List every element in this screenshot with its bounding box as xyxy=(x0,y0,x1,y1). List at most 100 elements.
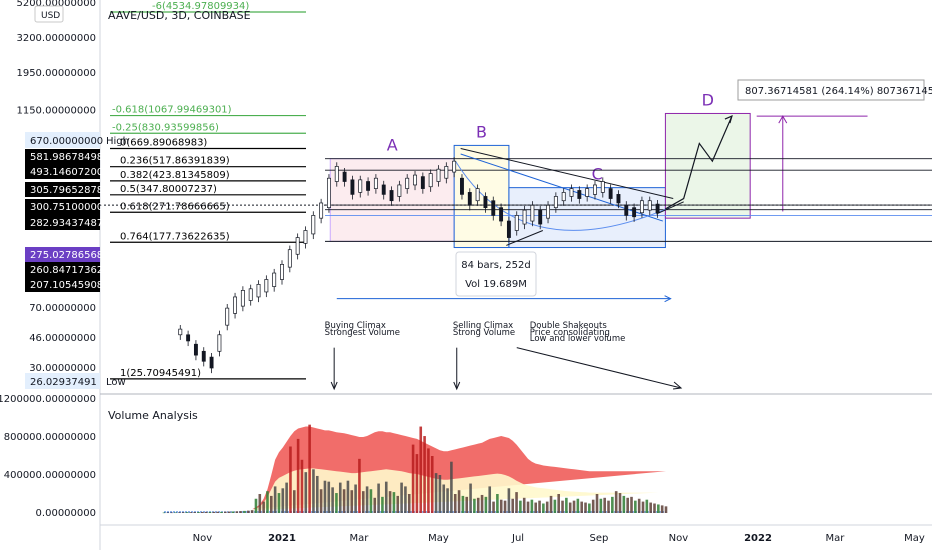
volume-bar xyxy=(193,512,196,513)
volume-bar xyxy=(358,458,361,513)
candle-body xyxy=(358,179,363,193)
volume-bar xyxy=(377,483,380,513)
candle-body xyxy=(483,196,488,209)
volume-bar xyxy=(591,499,595,513)
candle-body xyxy=(326,177,331,209)
volume-bar xyxy=(247,510,250,513)
volume-bar xyxy=(522,497,526,513)
volume-bar xyxy=(534,502,538,513)
volume-bar xyxy=(224,511,227,513)
volume-decline-arrow xyxy=(516,347,682,389)
volume-bar xyxy=(411,444,415,513)
volume-bar xyxy=(519,500,522,513)
candle-body xyxy=(225,307,230,326)
breakout-arrow xyxy=(656,201,684,215)
volume-bar xyxy=(346,480,350,513)
candle-body xyxy=(647,200,652,211)
volume-bar xyxy=(304,472,308,513)
currency-badge[interactable] xyxy=(34,5,64,23)
candle-body xyxy=(287,249,292,268)
candle-body xyxy=(264,279,269,293)
volume-bar xyxy=(258,494,262,513)
candle-body xyxy=(342,171,347,182)
price-axis-tag-value: 581.98678498 xyxy=(30,152,103,163)
candle-body xyxy=(373,177,378,189)
candle-body xyxy=(295,237,300,255)
price-axis-tag-value: 305.79652878 xyxy=(30,185,103,196)
volume-bar xyxy=(312,469,315,513)
volume-bar xyxy=(476,497,480,513)
volume-bar xyxy=(407,494,411,513)
volume-bar xyxy=(319,489,323,513)
climax-arrowhead xyxy=(453,381,461,391)
range-volume-text: Vol 19.689M xyxy=(465,279,527,290)
arc-curve xyxy=(455,160,670,231)
volume-bar xyxy=(262,501,265,513)
fib-level-label: 0.764(177.73622635) xyxy=(120,231,230,242)
volume-bar xyxy=(469,483,472,513)
price-axis-tag-value: 493.14607200 xyxy=(30,167,103,178)
volume-bar xyxy=(189,512,193,513)
candle-body xyxy=(319,202,324,219)
price-axis-tick: 46.00000000 xyxy=(29,333,96,344)
volume-bar xyxy=(438,475,442,513)
candle-body xyxy=(397,184,402,197)
volume-bar xyxy=(507,488,511,513)
volume-bar xyxy=(423,436,426,513)
annotation-text: Buying Climax xyxy=(325,321,386,331)
price-extreme-label: High xyxy=(106,136,129,147)
volume-bar xyxy=(266,491,269,513)
volume-bar xyxy=(396,495,400,513)
candle-body xyxy=(420,176,425,189)
candle-body xyxy=(256,283,261,298)
candle-body xyxy=(248,288,253,301)
time-axis-tick: Nov xyxy=(193,533,213,544)
volume-bar xyxy=(292,490,296,513)
price-axis-tick: 30.00000000 xyxy=(29,363,96,374)
volume-bar xyxy=(361,491,365,513)
time-axis-tick: Sep xyxy=(589,533,608,544)
volume-axis-tick: 1200000.00000000 xyxy=(0,394,96,405)
time-axis-tick: May xyxy=(904,533,925,544)
volume-bar xyxy=(653,503,656,513)
volume-bar xyxy=(369,489,373,513)
annotation-text: Selling Climax xyxy=(453,321,513,331)
volume-bar xyxy=(373,497,377,513)
phase-box-b[interactable] xyxy=(453,144,510,249)
volume-bar xyxy=(197,512,200,513)
volume-mid-band xyxy=(252,468,659,511)
volume-bar xyxy=(450,461,453,513)
volume-panel-title: Volume Analysis xyxy=(108,409,198,422)
candle-body xyxy=(546,204,550,219)
volume-axis-tick: 400000.00000000 xyxy=(4,470,96,481)
volume-decline-arrowhead xyxy=(672,381,683,390)
candle-body xyxy=(186,334,191,342)
volume-bar xyxy=(480,494,484,513)
volume-bar xyxy=(607,500,610,513)
volume-bar xyxy=(664,506,668,513)
volume-bar xyxy=(323,480,327,513)
phase-box-d[interactable] xyxy=(664,112,751,219)
volume-bar xyxy=(308,424,311,513)
candle-body xyxy=(311,215,316,235)
fib-level-label: -6(4534.97809934) xyxy=(152,1,249,12)
volume-bar xyxy=(185,512,189,513)
price-axis-tag-value: 260.84717362 xyxy=(30,265,103,276)
candle-body xyxy=(593,184,597,195)
price-axis-tag-value: 282.93437487 xyxy=(30,218,103,229)
volume-bar xyxy=(281,488,285,513)
volume-bar xyxy=(289,446,292,513)
volume-bar xyxy=(254,498,258,513)
volume-bar xyxy=(515,492,518,513)
volume-bar xyxy=(526,501,530,513)
time-axis-tick: Mar xyxy=(826,533,846,544)
price-axis-tag xyxy=(25,277,100,292)
volume-bar xyxy=(285,482,288,513)
price-axis-tick: 1150.00000000 xyxy=(16,105,96,116)
candle-body xyxy=(639,200,644,214)
candle-body xyxy=(209,356,214,369)
price-axis-tick: 70.00000000 xyxy=(29,303,96,314)
candle-body xyxy=(475,188,480,202)
annotation-text: Double Shakeouts xyxy=(530,321,608,331)
